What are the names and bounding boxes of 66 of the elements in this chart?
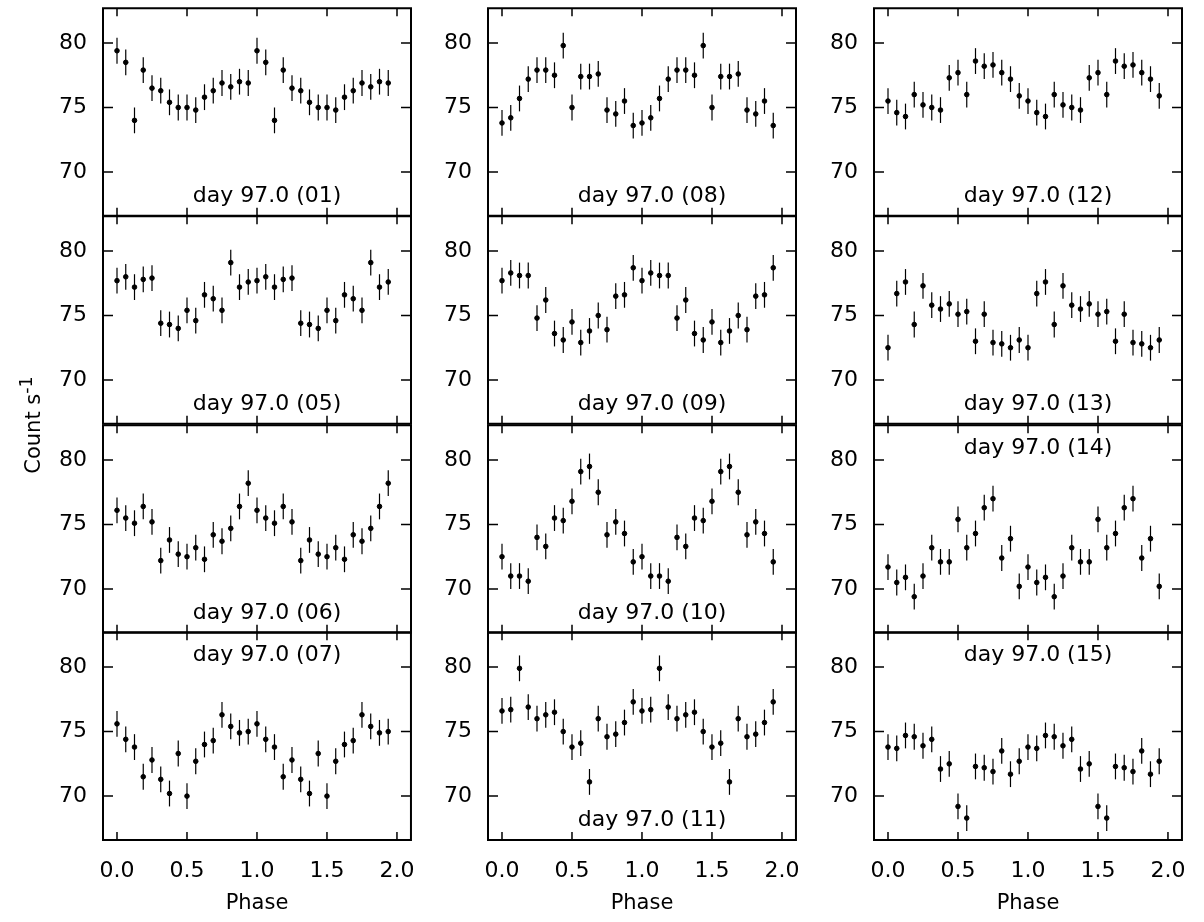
- y-tick-label: 70: [59, 157, 87, 183]
- y-tick-label: 75: [59, 301, 87, 326]
- annotation: day 97.0 (05): [192, 389, 342, 415]
- x-axis-title: Phase: [996, 889, 1060, 914]
- x-tick-label: 0.0: [484, 856, 520, 882]
- x-tick-label: 1.5: [309, 856, 345, 882]
- y-tick-label: 80: [830, 236, 858, 262]
- y-tick-label: 75: [444, 717, 472, 743]
- y-tick-label: 75: [59, 93, 87, 119]
- y-tick-label: 80: [444, 652, 472, 678]
- y-tick-label: 75: [830, 93, 858, 119]
- y-tick-label: 80: [59, 28, 87, 54]
- annotation: day 97.0 (13): [963, 389, 1113, 415]
- x-axis-title: Phase: [225, 889, 289, 914]
- annotation: day 97.0 (08): [577, 181, 727, 207]
- x-tick-label: 1.0: [624, 856, 660, 882]
- annotation: day 97.0 (10): [577, 598, 727, 624]
- x-tick-label: 2.0: [764, 856, 800, 882]
- y-tick-label: 70: [444, 781, 472, 807]
- y-tick-label: 70: [830, 365, 858, 391]
- annotation: day 97.0 (15): [963, 640, 1113, 666]
- x-tick-label: 1.5: [694, 856, 730, 882]
- y-tick-label: 80: [444, 28, 472, 54]
- x-tick-label: 1.0: [1010, 856, 1046, 882]
- y-tick-label: 70: [444, 574, 472, 600]
- annotation: day 97.0 (14): [963, 433, 1113, 459]
- y-tick-label: 80: [59, 652, 87, 678]
- y-tick-label: 75: [59, 717, 87, 743]
- y-tick-label: 80: [444, 236, 472, 262]
- y-tick-label: 80: [59, 445, 87, 471]
- x-tick-label: 0.5: [940, 856, 976, 882]
- y-tick-label: 70: [830, 157, 858, 183]
- y-tick-label: 70: [59, 365, 87, 391]
- annotation: day 97.0 (07): [192, 640, 342, 666]
- y-tick-label: 75: [444, 93, 472, 119]
- y-tick-label: 75: [444, 301, 472, 326]
- y-tick-label: 80: [59, 236, 87, 262]
- y-tick-label: 70: [59, 574, 87, 600]
- y-tick-label: 75: [444, 510, 472, 535]
- x-axis-title: Phase: [610, 889, 674, 914]
- y-tick-label: 70: [830, 574, 858, 600]
- y-tick-label: 75: [59, 510, 87, 535]
- annotation: day 97.0 (06): [192, 598, 342, 624]
- annotation: day 97.0 (12): [963, 181, 1113, 207]
- x-tick-label: 0.5: [169, 856, 205, 882]
- x-tick-label: 2.0: [379, 856, 415, 882]
- y-tick-label: 75: [830, 510, 858, 535]
- y-tick-label: 80: [830, 28, 858, 54]
- x-tick-label: 1.0: [239, 856, 275, 882]
- y-tick-label: 75: [830, 717, 858, 743]
- y-tick-label: 75: [830, 301, 858, 326]
- y-tick-label: 70: [444, 365, 472, 391]
- y-tick-label: 70: [830, 781, 858, 807]
- y-tick-label: 80: [444, 445, 472, 471]
- annotation: day 97.0 (11): [577, 805, 727, 831]
- x-tick-label: 2.0: [1150, 856, 1186, 882]
- x-tick-label: 0.0: [870, 856, 906, 882]
- y-tick-label: 80: [830, 445, 858, 471]
- y-tick-label: 80: [830, 652, 858, 678]
- x-tick-label: 0.5: [554, 856, 590, 882]
- annotation: day 97.0 (09): [577, 389, 727, 415]
- annotation: day 97.0 (01): [192, 181, 342, 207]
- x-tick-label: 0.0: [99, 856, 135, 882]
- y-tick-label: 70: [444, 157, 472, 183]
- y-tick-label: 70: [59, 781, 87, 807]
- x-tick-label: 1.5: [1080, 856, 1116, 882]
